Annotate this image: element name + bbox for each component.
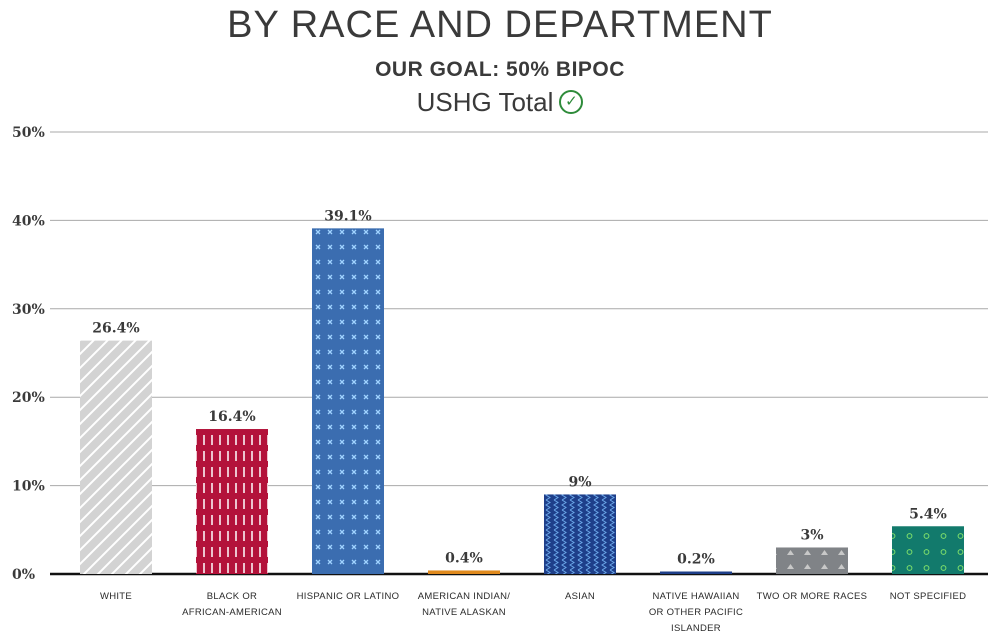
x-tick-label: WHITE [100,591,132,602]
x-tick-label: BLACK OR [207,591,257,602]
x-tick-label: HISPANIC OR LATINO [297,591,400,602]
x-tick-label: NATIVE HAWAIIAN [652,591,739,602]
data-label: 16.4% [208,409,255,425]
y-tick-label: 40% [12,213,45,229]
bar [196,429,268,574]
bars [80,228,964,574]
data-label: 3% [800,527,823,543]
labels: 0% 10% 20% 30% 40% 50% 26.4% WHITE 16.4% BLACK OR… [12,125,966,634]
y-tick-label: 10% [12,479,45,495]
x-tick-label: NOT SPECIFIED [890,591,967,602]
goal-subtitle: OUR GOAL: 50% BIPOC [375,58,625,81]
x-tick-label: ISLANDER [671,623,721,634]
total-subtitle: USHG Total ✓ [0,87,1000,118]
bar [312,228,384,574]
y-tick-label: 50% [12,125,45,141]
total-subtitle-text: USHG Total [416,87,554,117]
y-tick-label: 0% [12,567,35,583]
y-tick-label: 30% [12,302,45,318]
bar [428,570,500,574]
x-tick-label: ASIAN [565,591,595,602]
y-tick-label: 20% [12,390,45,406]
bar [80,340,152,574]
bar [544,494,616,574]
data-label: 0.4% [445,550,483,566]
bar [660,571,732,574]
check-circle-icon: ✓ [559,90,584,115]
grid [50,131,988,576]
x-tick-label: OR OTHER PACIFIC [649,607,743,618]
data-label: 39.1% [324,208,371,224]
x-tick-label: NATIVE ALASKAN [422,607,506,618]
bar [892,526,964,574]
data-label: 9% [568,474,591,490]
x-tick-label: AFRICAN-AMERICAN [182,607,282,618]
x-tick-label: TWO OR MORE RACES [757,591,868,602]
data-label: 5.4% [909,506,947,522]
data-label: 26.4% [92,321,139,337]
data-label: 0.2% [677,552,715,568]
x-tick-label: AMERICAN INDIAN/ [418,591,510,602]
bar [776,547,848,574]
chart-title: BY RACE AND DEPARTMENT [227,4,773,46]
